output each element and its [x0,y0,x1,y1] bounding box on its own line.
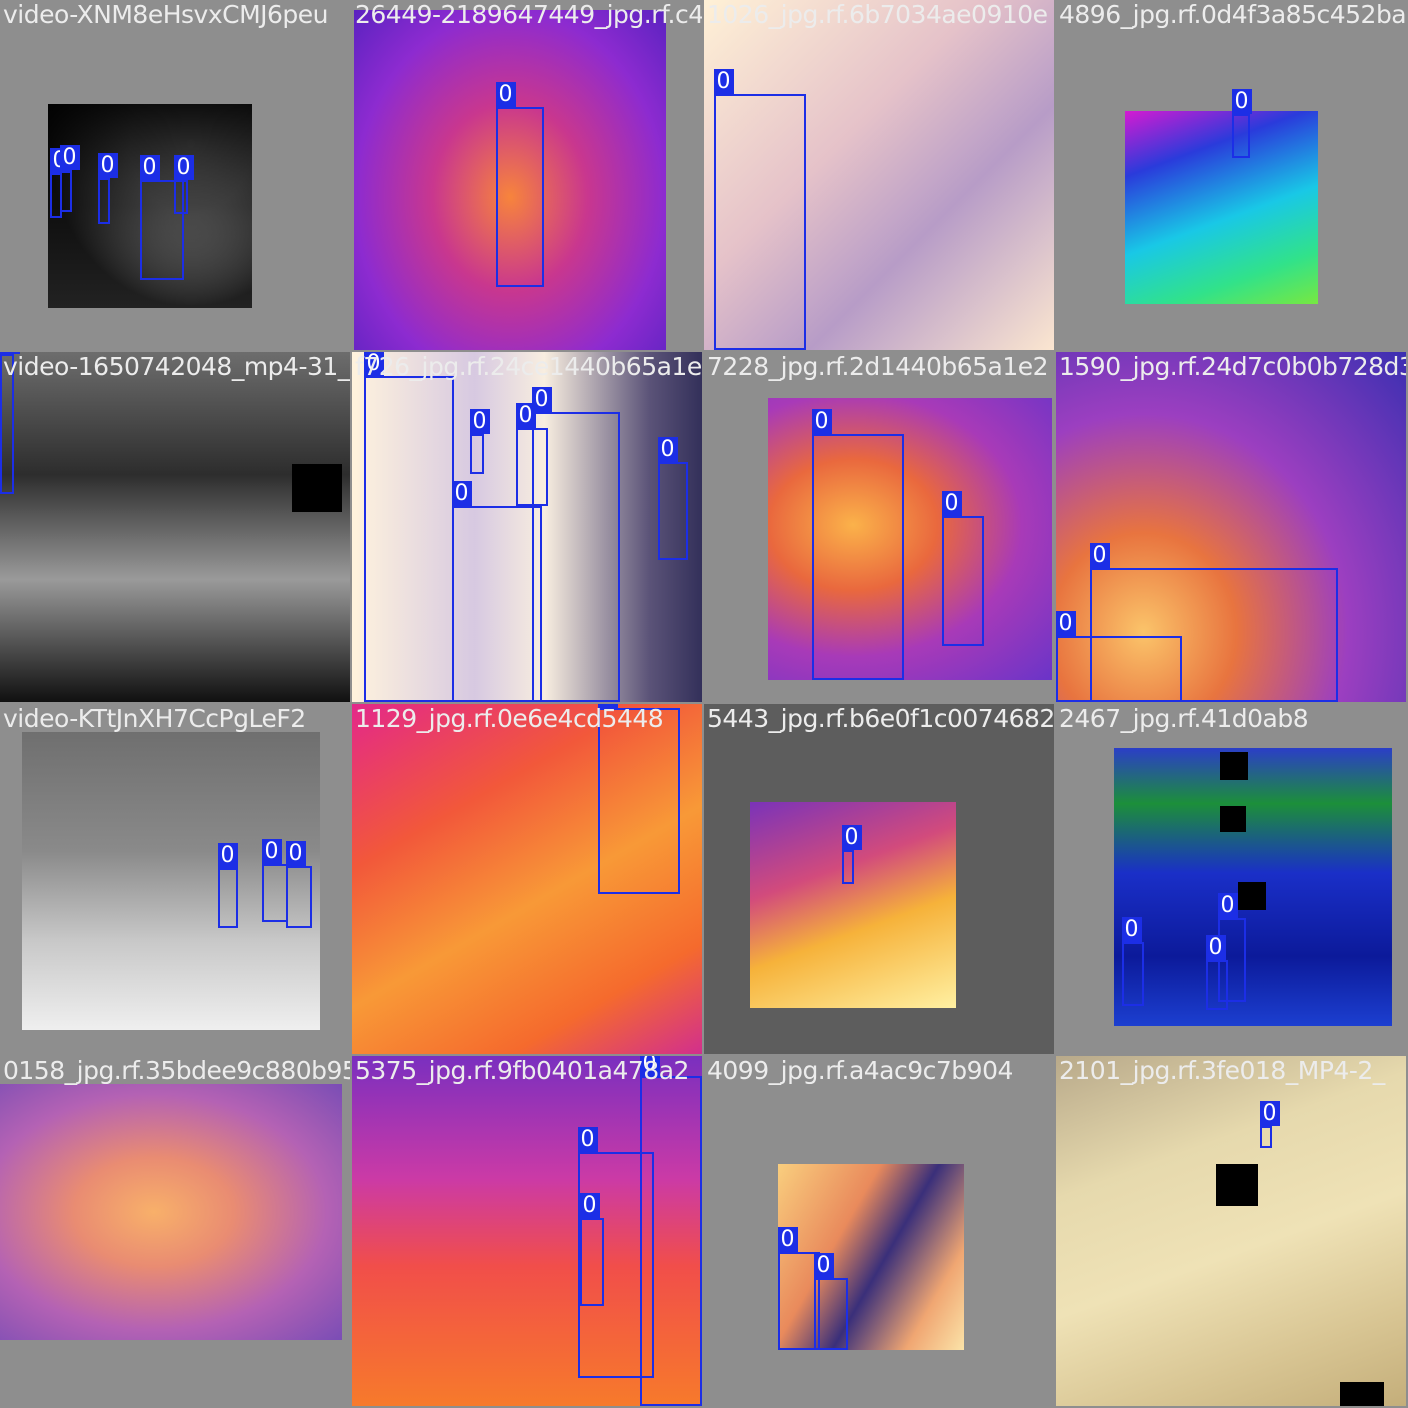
occlusion-block [1220,806,1246,832]
detection-box: 0 [217,843,238,928]
thermal-image [352,1056,702,1406]
thermal-image [354,10,666,350]
thermal-image [0,1084,342,1340]
detection-box: 0 [813,1253,848,1350]
detection-box: 0 [841,825,862,884]
detection-box: 0 [1056,611,1182,702]
thermal-image [768,398,1052,680]
thermal-image [1056,352,1406,702]
detection-box: 0 [1205,935,1228,1010]
tile-caption: video-XNM8eHsvxCMJ6peu [3,0,329,29]
tile-10: 0 1129_jpg.rf.0e6e4cd5448 [352,704,702,1054]
detection-box: 0 [139,155,184,280]
detection-box: 0 [173,155,194,214]
tile-caption: 26449-2189647449_jpg.rf.c4 [355,0,702,29]
tile-11: 0 5443_jpg.rf.b6e0f1c0074682 [704,704,1054,1054]
detection-box: 0 [713,69,806,350]
tile-caption: f726_jpg.rf.24ce1440b65a1e [355,352,702,381]
tile-14: 0 0 0 5375_jpg.rf.9fb0401a478a2 [352,1056,702,1406]
detection-box: 0 [363,352,454,702]
tile-16: 0 2101_jpg.rf.3fe018_MP4-2_ [1056,1056,1406,1406]
occlusion-block [1220,752,1248,780]
thermal-image [48,104,252,308]
tile-15: 0 0 4099_jpg.rf.a4ac9c7b904 [704,1056,1054,1406]
detection-box: 0 [657,437,688,560]
detection-box: 0 [59,145,80,212]
tile-caption: 1129_jpg.rf.0e6e4cd5448 [355,704,664,733]
detection-box: 0 [531,387,620,702]
detection-box: 0 [0,352,20,494]
tile-caption: 1026_jpg.rf.6b7034ae0910e [707,0,1048,29]
tile-caption: 7228_jpg.rf.2d1440b65a1e2 [707,352,1049,381]
occlusion-block [1216,1164,1258,1206]
detection-box: 0 [451,481,542,702]
detection-box: 0 [1089,543,1338,702]
detection-box: 0 [639,1056,702,1406]
tile-8: 0 0 1590_jpg.rf.24d7c0b0b728d3 [1056,352,1406,702]
tile-caption: 0158_jpg.rf.35bdee9c880b95 [3,1056,350,1085]
tile-13: 0158_jpg.rf.35bdee9c880b95 [0,1056,350,1406]
detection-box: 0 [261,839,288,922]
tile-3: 0 1026_jpg.rf.6b7034ae0910e [704,0,1054,350]
detection-box: 0 [577,1127,654,1378]
tile-2: 0 26449-2189647449_jpg.rf.c4 [352,0,702,350]
thermal-image [704,0,1054,350]
tile-caption: video-1650742048_mp4-31_ [3,352,350,381]
tile-caption: 4099_jpg.rf.a4ac9c7b904 [707,1056,1013,1085]
tile-6: 0 0 0 0 0 0 f726_jpg.rf.24ce1440b65a1e [352,352,702,702]
tile-7: 0 0 7228_jpg.rf.2d1440b65a1e2 [704,352,1054,702]
thermal-image [1125,111,1318,304]
tile-caption: 5375_jpg.rf.9fb0401a478a2 [355,1056,689,1085]
tile-12: 0 0 0 2467_jpg.rf.41d0ab8 [1056,704,1406,1054]
detection-box: 0 [469,409,490,474]
thermal-image [22,732,320,1030]
detection-box: 0 [1259,1101,1280,1148]
detection-box: 0 [1121,917,1144,1006]
detection-box: 0 [579,1193,604,1306]
occlusion-block [292,464,342,512]
detection-box: 0 [597,704,680,894]
occlusion-block [1238,882,1266,910]
detection-box: 0 [97,153,118,224]
detection-box: 0 [811,409,904,680]
tile-caption: 4896_jpg.rf.0d4f3a85c452ba [1059,0,1406,29]
detection-box: 0 [285,841,312,928]
tile-caption: 2101_jpg.rf.3fe018_MP4-2_ [1059,1056,1385,1085]
thermal-image [1056,1056,1406,1406]
occlusion-block [1340,1382,1384,1406]
tile-caption: 2467_jpg.rf.41d0ab8 [1059,704,1309,733]
tile-caption: 5443_jpg.rf.b6e0f1c0074682 [707,704,1054,733]
detection-box: 0 [495,82,544,287]
detection-box: 0 [941,491,984,646]
detection-box: 0 [1217,893,1246,1002]
tile-5: 0 video-1650742048_mp4-31_ [0,352,350,702]
tile-1: 0 0 0 0 0 video-XNM8eHsvxCMJ6peu [0,0,350,350]
thermal-image [0,352,350,702]
tile-4: 0 4896_jpg.rf.0d4f3a85c452ba [1056,0,1406,350]
thermal-image [352,704,702,1054]
detection-box: 0 [1231,89,1252,158]
thermal-image [778,1164,964,1350]
tile-9: 0 0 0 video-KTtJnXH7CcPgLeF2 [0,704,350,1054]
tile-caption: 1590_jpg.rf.24d7c0b0b728d3 [1059,352,1406,381]
detection-box: 0 [777,1227,820,1350]
tile-caption: video-KTtJnXH7CcPgLeF2 [3,704,306,733]
